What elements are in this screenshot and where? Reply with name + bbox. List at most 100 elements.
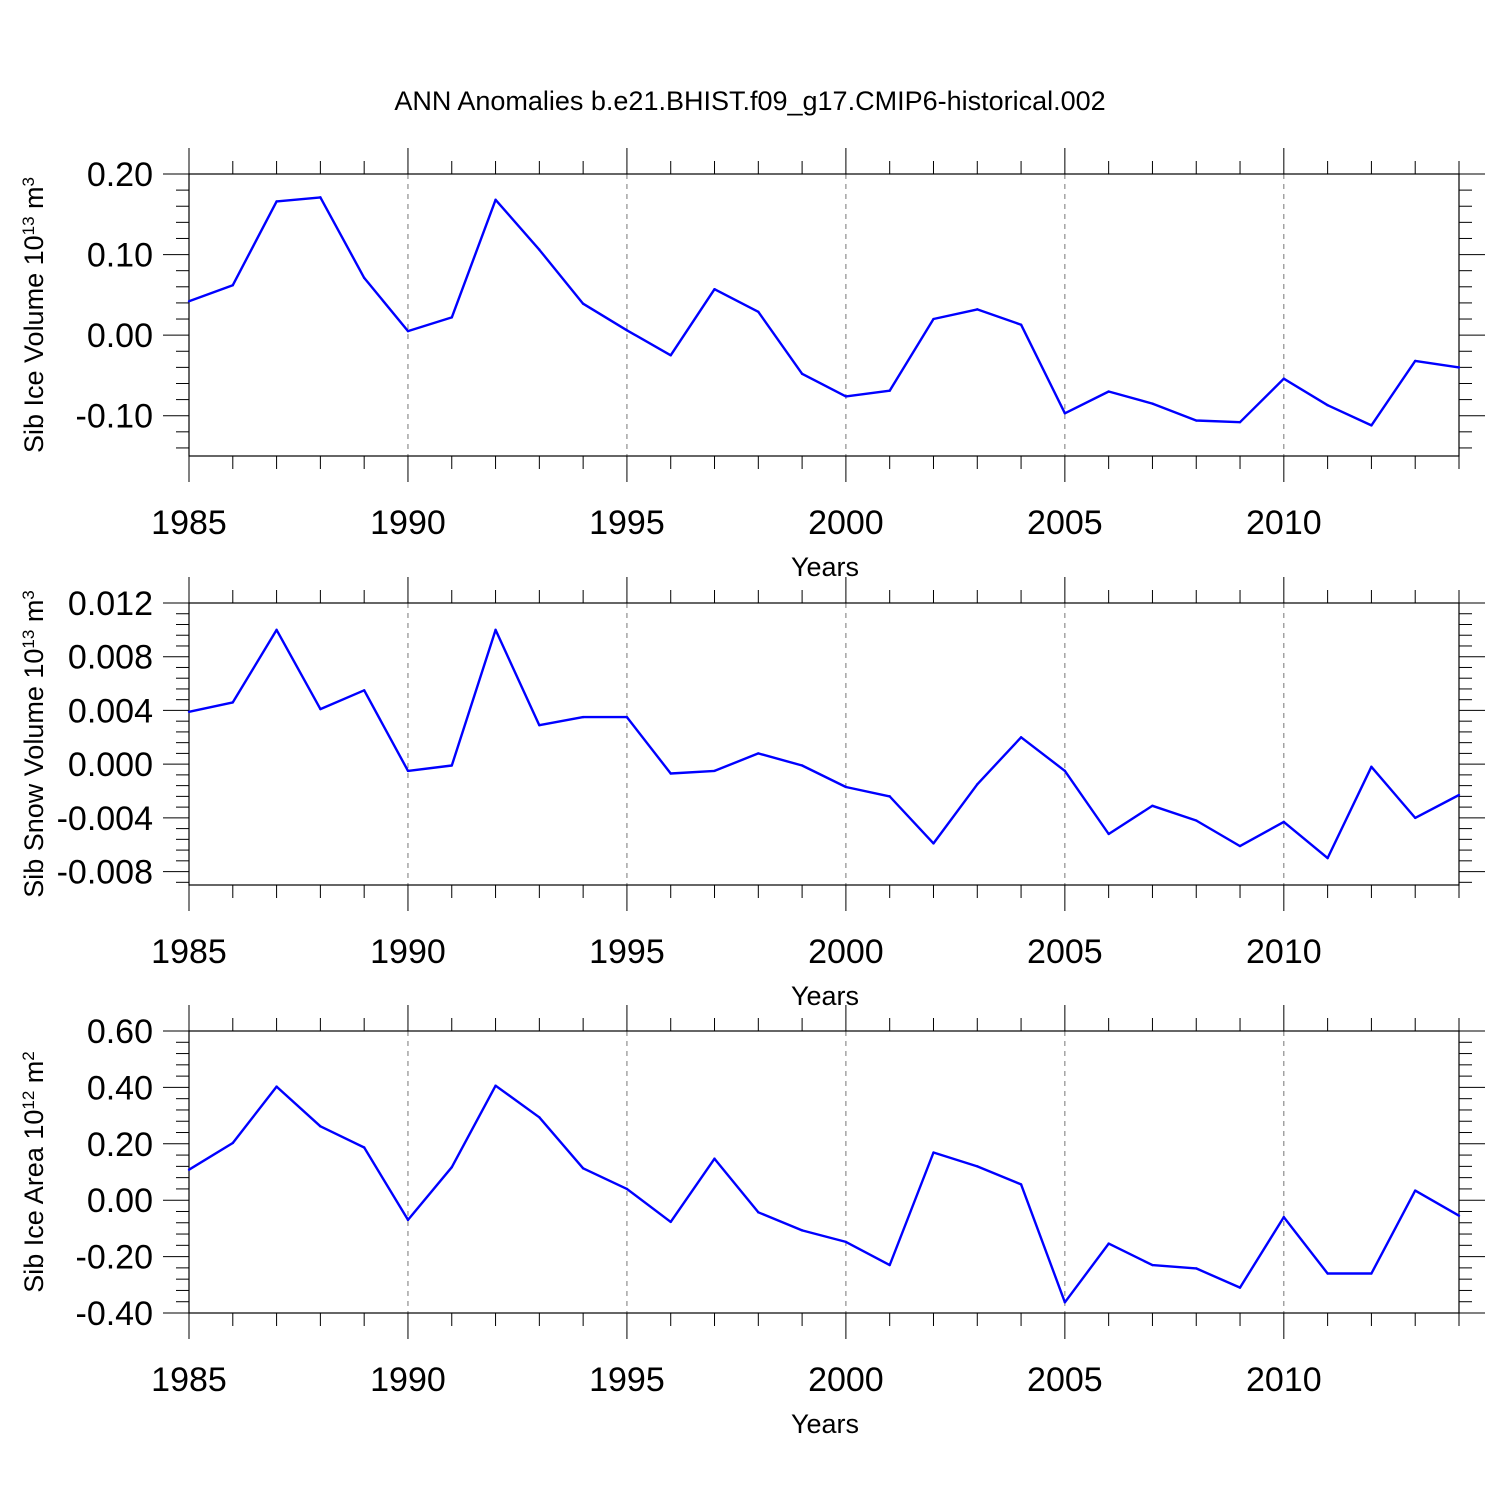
data-point [231, 701, 234, 704]
data-point [1370, 765, 1373, 769]
x-tick-label: 1985 [151, 1361, 227, 1399]
x-axis-title: Years [791, 981, 859, 1011]
data-point [406, 329, 410, 333]
y-axis-title-exponent: 2 [19, 1051, 38, 1060]
data-point [932, 1151, 935, 1154]
data-point [494, 1084, 497, 1087]
y-tick-label: 0.00 [87, 317, 153, 355]
data-point [1326, 1272, 1329, 1275]
y-axis-title: Sib Ice Area 1012 m2 [19, 1051, 50, 1293]
x-axis-title: Years [791, 1409, 859, 1439]
y-tick-label: 0.000 [68, 746, 153, 784]
data-point [1019, 1183, 1023, 1186]
data-point [713, 1157, 716, 1160]
x-tick-label: 1985 [151, 504, 227, 542]
data-point [844, 785, 848, 789]
data-point [406, 1218, 410, 1222]
figure-title: ANN Anomalies b.e21.BHIST.f09_g17.CMIP6-… [394, 86, 1106, 116]
data-point [1370, 424, 1373, 427]
x-tick-label: 2000 [808, 504, 884, 542]
data-point [1238, 844, 1242, 848]
data-point [1107, 1242, 1110, 1245]
data-point [362, 276, 366, 280]
data-point [1457, 793, 1461, 797]
data-point [319, 1125, 322, 1128]
data-point [625, 1187, 629, 1191]
data-point [1414, 1189, 1417, 1192]
data-point [319, 707, 322, 711]
data-point [450, 1166, 453, 1169]
x-tick-label: 2010 [1246, 504, 1322, 542]
x-tick-label: 1990 [370, 504, 446, 542]
y-tick-label: 0.004 [68, 692, 153, 730]
y-tick-label: 0.10 [87, 237, 153, 275]
data-point [581, 1167, 585, 1170]
data-point [844, 395, 848, 398]
y-tick-label: -0.004 [57, 800, 153, 838]
x-tick-label: 2005 [1027, 933, 1103, 971]
y-tick-label: -0.20 [76, 1239, 154, 1277]
data-point [1457, 1214, 1461, 1217]
x-tick-label: 1995 [589, 1361, 665, 1399]
data-point [888, 389, 891, 392]
chart-panel-2: 0.012 0.008 0.004 0.000 -0.004 -0.008 1985 1990… [19, 577, 1485, 1011]
data-point [450, 764, 453, 767]
series-line [188, 628, 1460, 860]
data-point [976, 1165, 979, 1168]
y-axis-title: Sib Ice Volume 1013 m3 [19, 177, 50, 453]
data-point [187, 300, 191, 303]
data-point [1195, 419, 1198, 422]
data-point [713, 769, 716, 773]
data-point [231, 1141, 234, 1145]
data-point [1326, 856, 1329, 860]
y-tick-label: 0.60 [87, 1013, 153, 1051]
data-point [275, 200, 278, 203]
data-point [976, 308, 979, 311]
data-point [450, 316, 453, 319]
data-point [1151, 804, 1154, 807]
data-point [275, 628, 278, 632]
x-tick-label: 2005 [1027, 1361, 1103, 1399]
data-point [494, 628, 497, 632]
data-point [1107, 390, 1110, 393]
data-point [932, 842, 935, 845]
data-point [757, 1211, 760, 1214]
plot-frame [188, 173, 1460, 457]
data-point [1019, 736, 1023, 739]
y-axis-title-text: m [19, 186, 49, 216]
y-tick-label: 0.20 [87, 1126, 153, 1164]
y-tick-label: 0.00 [87, 1182, 153, 1220]
data-point [362, 1146, 366, 1149]
data-point [1414, 816, 1417, 820]
data-point [362, 689, 366, 692]
y-tick-label: 0.40 [87, 1069, 153, 1107]
y-tick-label: 0.008 [68, 639, 153, 677]
data-point [888, 795, 891, 798]
data-point [1195, 819, 1198, 822]
data-point [275, 1085, 278, 1088]
x-tick-label: 2000 [808, 933, 884, 971]
y-tick-label: -0.008 [57, 854, 153, 892]
data-point [669, 354, 672, 357]
data-point [976, 783, 979, 786]
data-point [1326, 404, 1329, 407]
data-point [1414, 359, 1417, 363]
y-axis-title-exponent: 13 [19, 216, 38, 235]
y-axis-title-exponent: 3 [19, 177, 38, 186]
y-tick-label: 0.20 [87, 156, 153, 194]
data-point [1282, 377, 1286, 380]
x-axis-title: Years [791, 552, 859, 582]
data-point [1457, 366, 1461, 369]
data-point [844, 1240, 848, 1244]
y-axis-title-exponent: 12 [19, 1091, 38, 1110]
data-point [1063, 769, 1067, 773]
data-point [800, 372, 804, 376]
x-tick-label: 1995 [589, 504, 665, 542]
series-line [188, 1084, 1460, 1304]
y-axis-title-exponent: 13 [19, 630, 38, 649]
data-point [1151, 402, 1154, 405]
data-point [757, 310, 760, 313]
x-tick-label: 2005 [1027, 504, 1103, 542]
y-axis-title-text: m [19, 600, 49, 630]
data-point [1238, 1286, 1242, 1289]
